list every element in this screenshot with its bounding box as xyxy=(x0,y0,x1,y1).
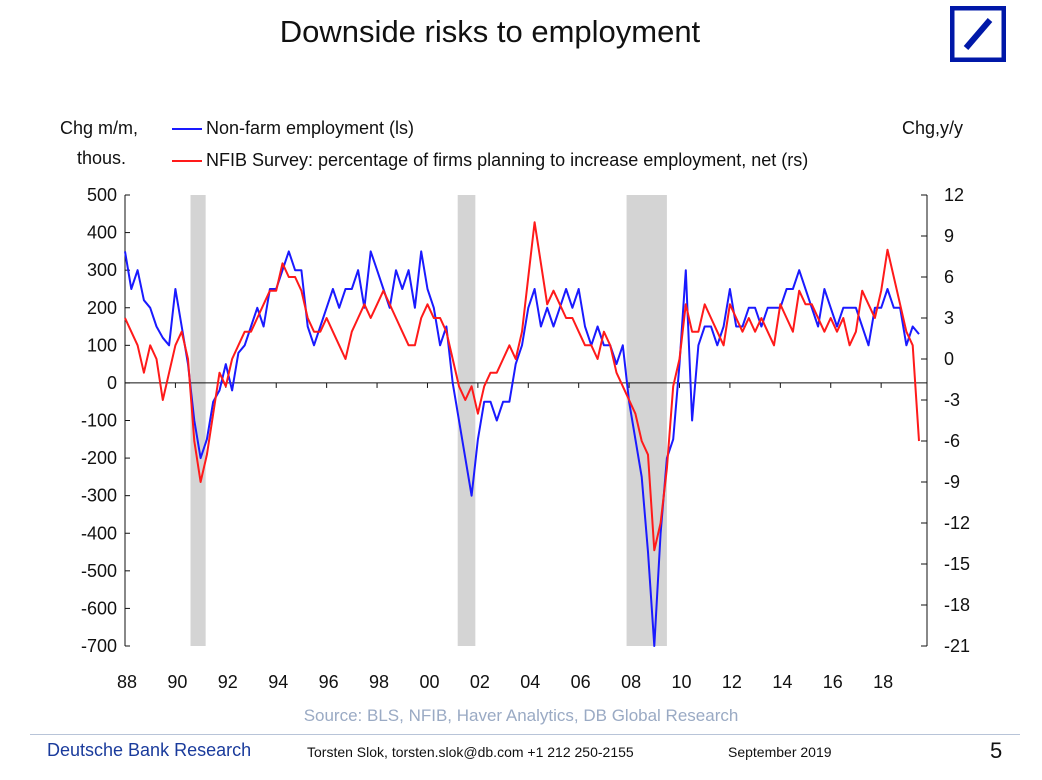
footer-author: Torsten Slok, torsten.slok@db.com +1 212… xyxy=(307,744,634,760)
recession-band xyxy=(626,195,667,646)
right-tick-label: -6 xyxy=(944,431,960,451)
left-tick-label: -700 xyxy=(81,636,117,656)
source-note: Source: BLS, NFIB, Haver Analytics, DB G… xyxy=(303,706,739,725)
right-tick-label: 12 xyxy=(944,185,964,205)
right-tick-label: 0 xyxy=(944,349,954,369)
recession-band xyxy=(190,195,206,646)
x-tick-label: 02 xyxy=(470,672,490,692)
left-axis-label-line1: Chg m/m, xyxy=(60,118,139,138)
x-tick-label: 10 xyxy=(671,672,691,692)
legend-swatch-blue xyxy=(172,128,202,131)
left-tick-label: 200 xyxy=(87,298,117,318)
left-tick-label: -500 xyxy=(81,561,117,581)
footer-date: September 2019 xyxy=(728,744,832,760)
right-tick-label: 9 xyxy=(944,226,954,246)
left-tick-label: -600 xyxy=(81,598,117,618)
left-tick-label: 0 xyxy=(107,373,117,393)
left-tick-label: 400 xyxy=(87,223,117,243)
left-tick-label: -300 xyxy=(81,486,117,506)
left-tick-label: 300 xyxy=(87,260,117,280)
x-tick-label: 94 xyxy=(268,672,288,692)
right-axis-label: Chg,y/y xyxy=(902,118,964,138)
legend-item-nonfarm: Non-farm employment (ls) xyxy=(172,118,414,139)
right-tick-label: -9 xyxy=(944,472,960,492)
right-tick-label: -21 xyxy=(944,636,970,656)
x-tick-label: 16 xyxy=(823,672,843,692)
x-tick-label: 92 xyxy=(218,672,238,692)
left-tick-label: 500 xyxy=(87,185,117,205)
x-tick-label: 14 xyxy=(772,672,792,692)
left-tick-label: -400 xyxy=(81,523,117,543)
legend-label: Non-farm employment (ls) xyxy=(206,118,415,138)
right-tick-label: -12 xyxy=(944,513,970,533)
page-number: 5 xyxy=(990,738,1003,763)
x-tick-label: 12 xyxy=(722,672,742,692)
left-tick-label: -200 xyxy=(81,448,117,468)
x-tick-label: 96 xyxy=(319,672,339,692)
x-tick-label: 04 xyxy=(520,672,540,692)
chart-plot: 5004003002001000-100-200-300-400-500-600… xyxy=(81,185,970,692)
footer-brand: Deutsche Bank Research xyxy=(47,740,252,760)
legend-label: NFIB Survey: percentage of firms plannin… xyxy=(206,150,809,170)
footer-divider xyxy=(30,734,1020,735)
right-tick-label: -3 xyxy=(944,390,960,410)
left-tick-label: 100 xyxy=(87,335,117,355)
x-tick-label: 88 xyxy=(117,672,137,692)
deutsche-bank-logo xyxy=(950,6,1006,62)
x-tick-label: 08 xyxy=(621,672,641,692)
x-tick-label: 00 xyxy=(419,672,439,692)
series-nfib-line xyxy=(124,221,920,552)
legend-item-nfib: NFIB Survey: percentage of firms plannin… xyxy=(172,150,808,171)
x-tick-label: 98 xyxy=(369,672,389,692)
left-axis-label-line2: thous. xyxy=(77,148,127,168)
x-tick-label: 06 xyxy=(571,672,591,692)
series-nonfarm-line xyxy=(124,250,920,647)
x-tick-label: 18 xyxy=(873,672,893,692)
right-tick-label: 6 xyxy=(944,267,954,287)
x-tick-label: 90 xyxy=(167,672,187,692)
chart-title: Downside risks to employment xyxy=(279,14,701,49)
right-tick-label: 3 xyxy=(944,308,954,328)
right-tick-label: -15 xyxy=(944,554,970,574)
legend-swatch-red xyxy=(172,160,202,163)
recession-band xyxy=(457,195,476,646)
left-tick-label: -100 xyxy=(81,411,117,431)
right-tick-label: -18 xyxy=(944,595,970,615)
